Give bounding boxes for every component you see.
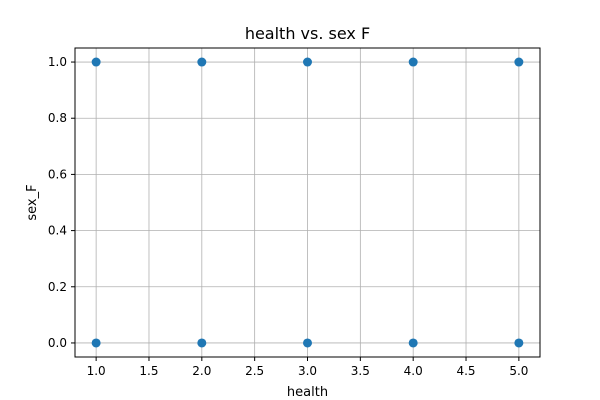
- data-point: [91, 57, 101, 67]
- data-point: [408, 338, 418, 348]
- x-tick-label: 4.5: [456, 364, 475, 378]
- data-point: [408, 57, 418, 67]
- y-tick-label: 0.8: [48, 111, 67, 125]
- x-tick-label: 1.0: [87, 364, 106, 378]
- x-tick-label: 1.5: [139, 364, 158, 378]
- data-point: [303, 57, 312, 67]
- chart-title: health vs. sex F: [245, 24, 370, 43]
- data-point: [303, 338, 312, 348]
- y-tick-label: 1.0: [48, 55, 67, 69]
- data-point: [197, 338, 207, 348]
- y-axis-label: sex_F: [25, 184, 40, 220]
- x-tick-label: 4.0: [404, 364, 423, 378]
- x-tick-label: 2.0: [192, 364, 211, 378]
- y-tick-label: 0.4: [48, 224, 67, 238]
- x-tick-label: 2.5: [245, 364, 264, 378]
- x-tick-label: 5.0: [509, 364, 528, 378]
- grid-layer: [75, 48, 540, 357]
- data-point: [91, 338, 101, 348]
- y-tick-label: 0.6: [48, 167, 67, 181]
- x-axis-label: health: [287, 385, 328, 400]
- data-point: [514, 338, 524, 348]
- ticks-layer: 1.0 1.5 2.0 2.5 3.0 3.5 4.0 4.5 5.0 0.0 0.2 0.4 0.6 0…: [48, 55, 529, 378]
- data-point: [514, 57, 524, 67]
- points-layer: [91, 57, 524, 348]
- y-tick-label: 0.2: [48, 280, 67, 294]
- x-tick-label: 3.5: [351, 364, 370, 378]
- data-point: [197, 57, 207, 67]
- x-tick-label: 3.0: [298, 364, 317, 378]
- y-tick-label: 0.0: [48, 336, 67, 350]
